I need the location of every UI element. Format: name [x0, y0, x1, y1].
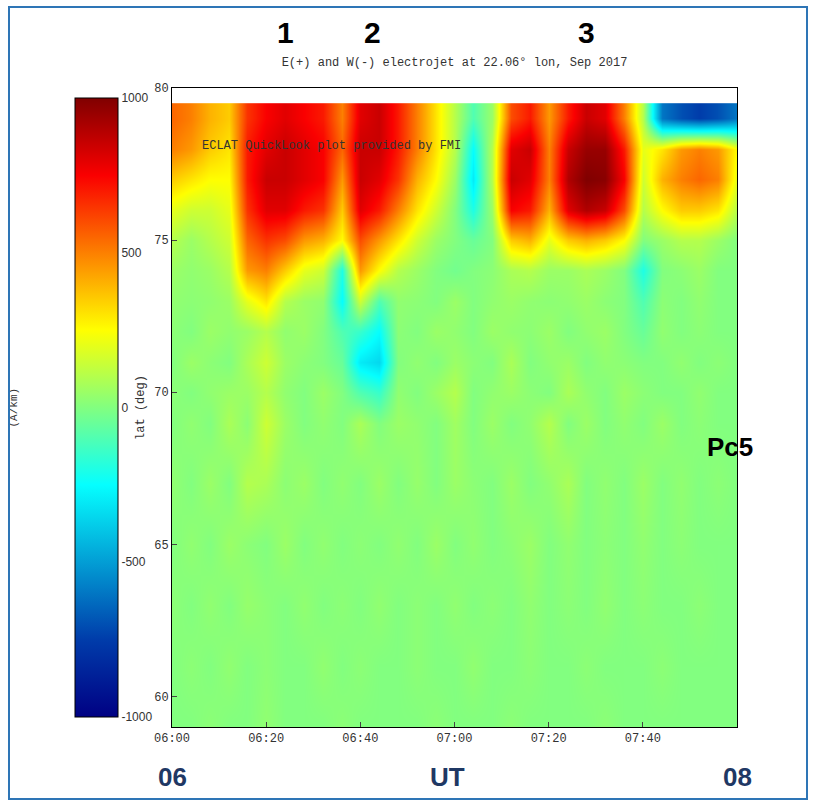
svg-text:07:20: 07:20 — [531, 732, 567, 746]
svg-text:75: 75 — [154, 234, 168, 248]
svg-text:80: 80 — [154, 82, 168, 96]
svg-text:06:40: 06:40 — [342, 732, 378, 746]
svg-text:2: 2 — [364, 16, 381, 49]
svg-text:70: 70 — [154, 386, 168, 400]
svg-text:06:00: 06:00 — [154, 732, 190, 746]
svg-text:(A/km): (A/km) — [8, 388, 20, 428]
svg-text:06: 06 — [158, 762, 187, 792]
svg-text:1: 1 — [277, 16, 294, 49]
svg-text:3: 3 — [578, 16, 595, 49]
svg-text:lat (deg): lat (deg) — [134, 375, 148, 440]
svg-text:1000: 1000 — [121, 91, 148, 105]
svg-text:60: 60 — [154, 691, 168, 705]
svg-text:07:40: 07:40 — [625, 732, 661, 746]
svg-text:E(+) and W(-) electrojet at 22: E(+) and W(-) electrojet at 22.06° lon, … — [282, 56, 628, 70]
svg-text:07:00: 07:00 — [436, 732, 472, 746]
svg-text:500: 500 — [121, 246, 141, 260]
svg-text:ECLAT QuickLook plot provided: ECLAT QuickLook plot provided by FMI — [202, 139, 461, 153]
svg-text:06:20: 06:20 — [248, 732, 284, 746]
svg-text:UT: UT — [430, 762, 465, 792]
svg-text:-500: -500 — [121, 555, 145, 569]
svg-text:08: 08 — [723, 762, 752, 792]
svg-text:0: 0 — [121, 401, 128, 415]
svg-text:-1000: -1000 — [121, 710, 152, 724]
svg-text:Pc5: Pc5 — [707, 432, 753, 462]
svg-text:65: 65 — [154, 539, 168, 553]
